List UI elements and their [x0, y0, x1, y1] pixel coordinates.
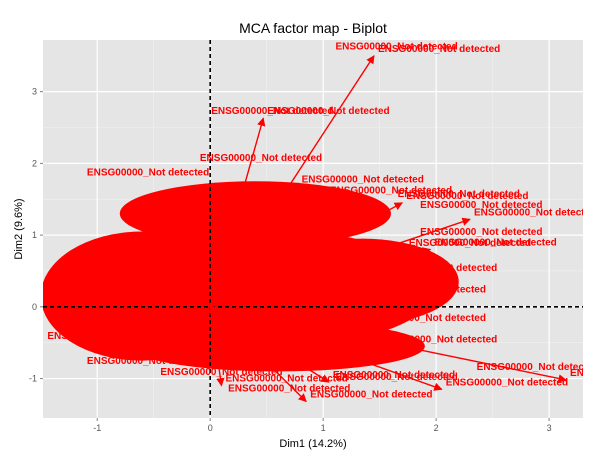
variable-arrow	[210, 247, 432, 308]
point-label: ENSG00000_Not detected	[420, 227, 542, 238]
arrow-label: ENSG00000_Not detected	[333, 370, 455, 381]
cloud-upper-lobe	[119, 181, 391, 246]
point-label: ENSG00000_Not detected	[330, 185, 452, 196]
variable-arrow	[209, 202, 403, 308]
arrow-label: ENSG00000_Not detected	[474, 207, 596, 218]
arrows-layer	[209, 55, 567, 403]
variable-arrow	[210, 306, 567, 383]
point-label: ENSG00000_Not detected	[87, 356, 209, 367]
dense-label-cloud	[43, 181, 459, 372]
y-tick-label: -1	[29, 374, 37, 384]
point-label: ENSG00000_Not detected	[420, 200, 542, 211]
point-label: ENSG00000_Not detected	[211, 106, 333, 117]
arrow-label: ENSG00000_Not detected	[310, 390, 432, 401]
arrow-label: ENSG00000_Not detected	[570, 368, 601, 379]
point-label: ENSG00000_Not detected	[335, 41, 457, 52]
arrow-label: ENSG00000_Not detected	[406, 191, 528, 202]
point-label: ENSG00000_Not detected	[375, 335, 497, 346]
point-label: ENSG00000_Not detected	[160, 367, 282, 378]
point-label: ENSG00000_Not detected	[47, 331, 169, 342]
x-tick-label: 3	[547, 423, 552, 433]
variable-arrow	[209, 306, 225, 387]
variable-arrow	[209, 306, 443, 391]
x-tick-label: 1	[321, 423, 326, 433]
reference-lines	[43, 40, 583, 418]
x-tick-label: 0	[208, 423, 213, 433]
variable-arrow	[209, 306, 330, 383]
point-label: ENSG00000_Not detected	[228, 383, 350, 394]
arrow-label: ENSG00000_Not detected	[434, 237, 556, 248]
x-tick-label: -1	[93, 423, 101, 433]
y-axis-ticks: -1 0 1 2 3	[29, 87, 43, 384]
arrow-label: ENSG00000_Not detected	[267, 106, 389, 117]
point-label: ENSG00000_Not detected	[364, 313, 486, 324]
variable-arrow	[209, 55, 375, 308]
variable-arrow	[209, 306, 307, 403]
x-tick-label: 2	[434, 423, 439, 433]
point-label: ENSG00000_Not detected	[477, 362, 599, 373]
x-axis-title: Dim1 (14.2%)	[279, 438, 346, 450]
y-tick-label: 0	[32, 302, 37, 312]
y-tick-label: 1	[32, 230, 37, 240]
point-label: ENSG00000_Not detected	[398, 189, 520, 200]
arrow-label: ENSG00000_Not detected	[225, 374, 347, 385]
chart-title: MCA factor map - Biplot	[239, 20, 387, 36]
y-tick-label: 2	[32, 158, 37, 168]
point-label: ENSG00000_Not detected	[335, 372, 457, 383]
y-tick-label: 3	[32, 87, 37, 97]
cloud-lower-lobe	[131, 321, 425, 372]
point-label: ENSG00000_Not detected	[87, 168, 209, 179]
x-axis-ticks: -1 0 1 2 3	[93, 418, 552, 433]
point-label: ENSG00000_Not detected	[200, 153, 322, 164]
variable-arrow	[209, 117, 266, 308]
point-label: ENSG00000_Not detected	[302, 175, 424, 186]
y-axis-title: Dim2 (9.6%)	[13, 198, 25, 259]
cloud-right-lobe	[266, 238, 459, 325]
arrow-label: ENSG00000_Not detected	[446, 377, 568, 388]
variable-arrow	[209, 217, 471, 308]
arrow-label: ENSG00000_Not detected	[378, 44, 500, 55]
point-label: ENSG00000_Not detected	[375, 263, 497, 274]
point-label: ENSG00000_Not detected	[364, 284, 486, 295]
point-label: ENSG00000_Not detected	[409, 238, 531, 249]
